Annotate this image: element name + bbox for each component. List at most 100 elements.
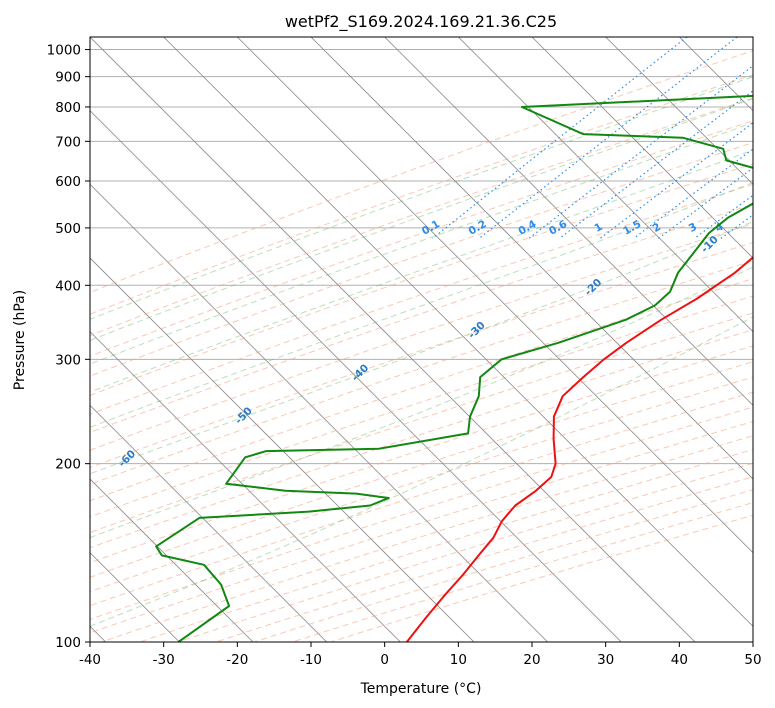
y-tick-label: 100 (55, 635, 81, 651)
isotherm-line (384, 37, 753, 406)
dry-adiabat-line (90, 345, 753, 564)
y-axis-ticks: 1000 900 800 700 600 500 400 300 200 100 (47, 43, 90, 651)
dry-adiabat-line (139, 449, 753, 642)
x-tick-label: 10 (450, 652, 467, 668)
isotherm-line (90, 257, 475, 642)
dry-adiabat-line (90, 241, 753, 469)
isotherm-label: -20 (582, 276, 604, 298)
isotherm-line (605, 37, 753, 185)
x-axis-ticks: -40 -30 -20 -10 0 10 20 30 40 50 (79, 642, 762, 668)
moist-adiabat-line (90, 98, 753, 341)
y-axis-label: Pressure (hPa) (12, 290, 28, 390)
dry-adiabat-line (215, 476, 753, 642)
mixing-ratio-line (478, 37, 738, 239)
dewpoint-profile-line (155, 94, 753, 642)
y-tick-label: 1000 (47, 43, 81, 59)
dry-adiabat-line (90, 183, 753, 415)
mixing-ratio-label: 0.6 (547, 218, 569, 238)
dry-adiabat-line (90, 163, 753, 396)
dry-adiabat-line (90, 295, 753, 518)
x-tick-label: -20 (226, 652, 248, 668)
profile-traces (155, 94, 753, 642)
y-tick-label: 400 (55, 278, 81, 294)
dry-adiabat-line (90, 97, 753, 337)
dry-adiabat-line (90, 391, 753, 607)
dry-adiabat-line (90, 376, 753, 593)
x-tick-label: -10 (300, 652, 322, 668)
dry-adiabat-line (90, 312, 753, 534)
mixing-ratio-line (559, 89, 753, 239)
background-lines (90, 37, 775, 642)
y-tick-label: 300 (55, 352, 81, 368)
dry-adiabat-line (90, 74, 753, 315)
moist-adiabat-line (90, 149, 753, 393)
plot-frame (89, 36, 754, 643)
mixing-ratio-line (432, 37, 688, 239)
x-axis-label: Temperature (°C) (360, 681, 482, 697)
dry-adiabat-line (254, 489, 753, 642)
mixing-ratio-label: 0.2 (467, 218, 489, 238)
mixing-ratio-label: 6 (752, 221, 764, 235)
isotherm-line (163, 37, 753, 627)
isotherm-label: -40 (349, 362, 371, 384)
mixing-ratio-line (720, 214, 753, 239)
x-tick-label: 30 (597, 652, 614, 668)
isotherm-line (90, 183, 548, 642)
y-tick-label: 500 (55, 221, 81, 237)
y-tick-label: 700 (55, 134, 81, 150)
moist-adiabat-line (90, 316, 753, 627)
isotherm-line (90, 331, 401, 642)
moist-adiabat-line (90, 266, 753, 539)
dry-adiabat-line (330, 514, 753, 642)
x-tick-label: -30 (153, 652, 175, 668)
temperature-profile-line (406, 256, 753, 642)
isotherm-label: -70 (0, 491, 22, 513)
y-tick-label: 800 (55, 100, 81, 116)
isotherm-line (90, 478, 254, 642)
dry-adiabat-line (90, 361, 753, 578)
dry-adiabat-line (90, 329, 753, 549)
dry-adiabat-line (90, 120, 753, 357)
mixing-ratio-label: 0.1 (420, 218, 442, 238)
isotherm-label: -10 (699, 234, 721, 256)
isotherm-line (90, 110, 622, 642)
dry-adiabat-line (90, 50, 753, 293)
x-tick-label: 50 (744, 652, 761, 668)
isotherm-line (90, 404, 327, 642)
isotherm-line (237, 37, 753, 554)
mixing-ratio-line (599, 122, 753, 239)
moist-adiabat-line (90, 76, 753, 320)
isotherm-line (90, 37, 696, 642)
isotherm-line (458, 37, 753, 333)
mixing-ratio-line (528, 65, 753, 239)
mixing-ratio-label: 0.4 (516, 218, 538, 238)
y-tick-label: 200 (55, 457, 81, 473)
dry-adiabat-line (90, 278, 753, 502)
moist-adiabat-line (90, 181, 753, 428)
dry-adiabat-line (90, 142, 753, 377)
dry-adiabat-line (90, 223, 753, 451)
x-tick-label: -40 (79, 652, 101, 668)
isotherm-line (752, 37, 753, 38)
x-tick-label: 40 (671, 652, 688, 668)
dry-adiabat-line (90, 203, 753, 433)
isotherm-line (310, 37, 753, 480)
y-tick-label: 600 (55, 174, 81, 190)
x-tick-label: 20 (523, 652, 540, 668)
y-tick-label: 900 (55, 70, 81, 86)
isotherm-label: -50 (233, 405, 255, 427)
isotherm-line (679, 37, 753, 112)
dry-adiabat-line (292, 502, 753, 642)
x-tick-label: 0 (380, 652, 389, 668)
mixing-ratio-label: 1.5 (621, 218, 643, 238)
moist-adiabat-line (90, 220, 753, 475)
isotherm-line (531, 37, 753, 259)
isotherm-label: -30 (466, 319, 488, 341)
dry-adiabat-line (101, 435, 753, 642)
chart-title: wetPf2_S169.2024.169.21.36.C25 (285, 12, 557, 32)
mixing-ratio-line (694, 194, 753, 239)
dry-adiabat-line (90, 260, 753, 485)
mixing-ratio-line (760, 37, 775, 238)
moist-adiabat-line (90, 122, 753, 365)
